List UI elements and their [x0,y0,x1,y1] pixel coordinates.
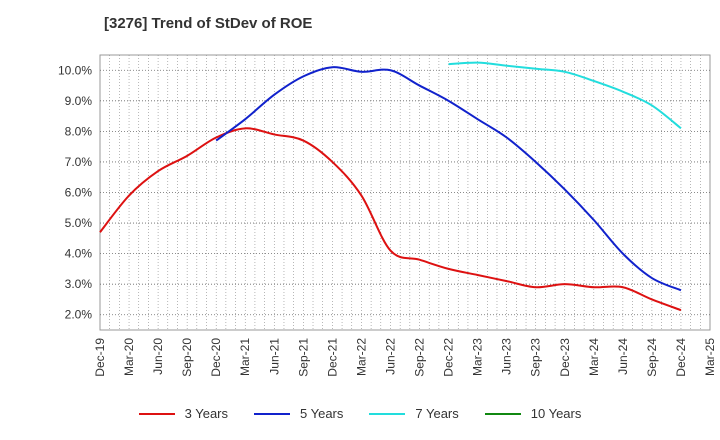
series-line-7-years [448,61,682,130]
plot-area [99,54,711,331]
legend-swatch-10-years [484,412,521,415]
legend-item-7-years: 7 Years [369,406,459,421]
x-tick-label: Sep-23 [529,338,543,377]
x-tick-label: Sep-20 [180,338,194,377]
legend: 3 Years 5 Years 7 Years 10 Years [0,406,720,421]
legend-label-7-years: 7 Years [415,406,459,421]
legend-swatch-7-years [369,412,406,415]
x-tick-label: Jun-22 [383,338,397,375]
y-tick-label: 2.0% [65,308,93,322]
x-tick-label: Mar-24 [587,338,601,376]
legend-label-5-years: 5 Years [300,406,344,421]
legend-item-3-years: 3 Years [138,406,228,421]
x-tick-label: Dec-21 [325,338,339,377]
x-tick-label: Dec-19 [93,338,107,377]
legend-item-5-years: 5 Years [254,406,343,421]
legend-swatch-5-years [254,412,290,415]
y-tick-label: 9.0% [65,94,93,108]
x-tick-label: Jun-20 [151,338,165,375]
y-tick-label: 3.0% [65,277,93,291]
y-tick-label: 7.0% [65,155,93,169]
x-tick-label: Mar-20 [122,338,136,376]
legend-item-10-years: 10 Years [484,406,582,421]
legend-label-10-years: 10 Years [530,406,582,421]
x-tick-label: Dec-24 [674,338,688,377]
x-tick-label: Mar-21 [238,338,252,376]
legend-swatch-3-years [138,412,175,415]
series-line-3-years [99,127,682,312]
x-tick-label: Dec-23 [558,338,572,377]
x-tick-label: Dec-20 [209,338,223,377]
x-tick-label: Jun-23 [500,338,514,375]
x-tick-label: Mar-25 [703,338,717,376]
chart-title: [3276] Trend of StDev of ROE [104,15,313,32]
x-tick-label: Sep-24 [645,338,659,377]
x-tick-label: Dec-22 [442,338,456,377]
y-tick-label: 8.0% [65,124,93,138]
x-tick-label: Mar-22 [354,338,368,376]
y-tick-label: 5.0% [65,216,93,230]
y-tick-label: 10.0% [58,63,92,77]
x-tick-label: Mar-23 [471,338,485,376]
y-tick-label: 4.0% [65,247,93,261]
x-tick-label: Jun-21 [267,338,281,375]
x-tick-label: Sep-21 [296,338,310,377]
x-tick-label: Sep-22 [413,338,427,377]
series-line-5-years [215,66,682,292]
y-tick-label: 6.0% [65,186,93,200]
legend-label-3-years: 3 Years [184,406,228,421]
x-tick-label: Jun-24 [616,338,630,375]
